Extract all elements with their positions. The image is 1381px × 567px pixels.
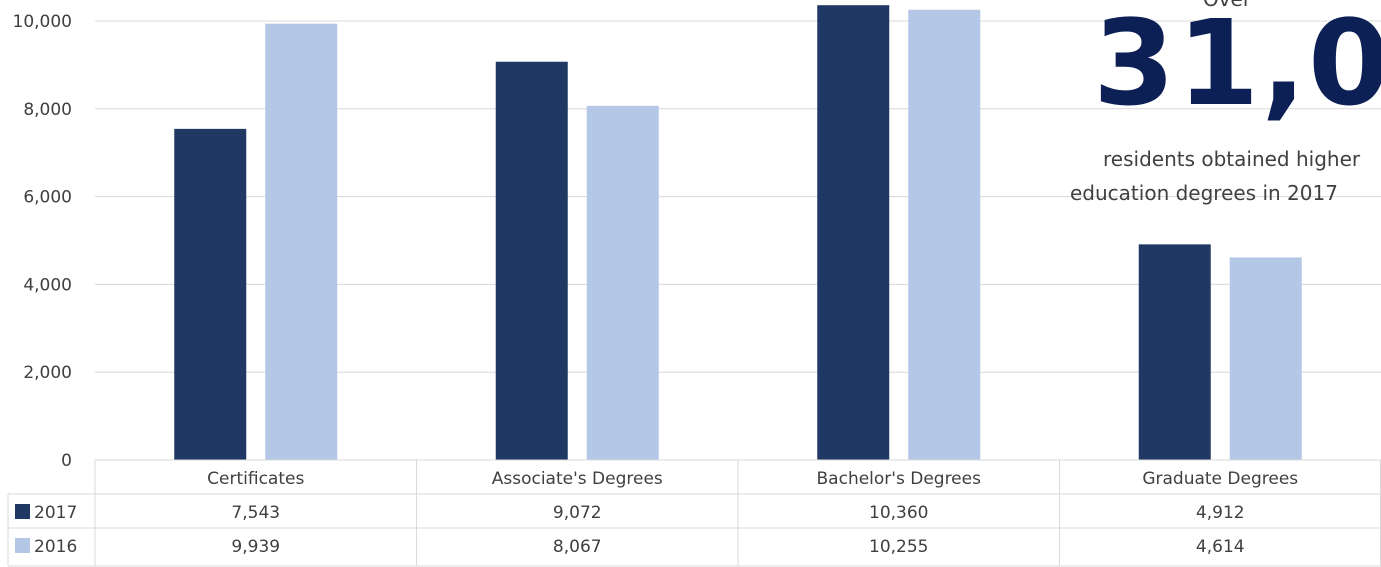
- legend-swatch-2017: [15, 504, 30, 519]
- y-tick-label: 10,000: [13, 12, 72, 32]
- category-label: Certificates: [207, 469, 304, 489]
- bar-2017-2: [817, 5, 890, 460]
- table-cell: 9,939: [231, 537, 280, 557]
- legend-label: 2017: [34, 503, 77, 523]
- y-tick-label: 4,000: [23, 275, 72, 295]
- bar-2016-3: [1229, 257, 1302, 460]
- callout-over: Over: [1203, 0, 1252, 11]
- callout-line-1: residents obtained higher: [1103, 147, 1361, 171]
- category-label: Graduate Degrees: [1142, 469, 1298, 489]
- table-cell: 4,912: [1196, 503, 1245, 523]
- table-cell: 10,255: [869, 537, 928, 557]
- table-cell: 7,543: [231, 503, 280, 523]
- legend-label: 2016: [34, 537, 77, 557]
- table-cell: 4,614: [1196, 537, 1245, 557]
- callout-line-2: education degrees in 2017: [1070, 181, 1338, 205]
- y-tick-label: 2,000: [23, 363, 72, 383]
- bar-2016-1: [586, 105, 659, 460]
- bar-2016-0: [265, 23, 338, 461]
- table-cell: 9,072: [553, 503, 602, 523]
- y-tick-label: 6,000: [23, 188, 72, 208]
- data-table: Certificates Associate's Degrees Bachelor'…: [7, 459, 1381, 567]
- bars: [174, 5, 1302, 461]
- callout: Over 31,000 residents obtained higher ed…: [1070, 0, 1381, 205]
- bar-2016-2: [908, 9, 981, 460]
- table-cell: 8,067: [553, 537, 602, 557]
- bar-2017-1: [495, 61, 568, 461]
- bar-2017-0: [174, 128, 247, 460]
- y-axis: 0 2,000 4,000 6,000 8,000 10,000: [13, 12, 72, 471]
- bar-2017-3: [1138, 244, 1211, 460]
- table-cell: 10,360: [869, 503, 928, 523]
- category-label: Bachelor's Degrees: [817, 469, 982, 489]
- callout-number: 31,000: [1093, 0, 1381, 132]
- y-tick-label: 0: [61, 451, 72, 471]
- y-tick-label: 8,000: [23, 100, 72, 120]
- category-label: Associate's Degrees: [492, 469, 663, 489]
- legend-swatch-2016: [15, 538, 30, 553]
